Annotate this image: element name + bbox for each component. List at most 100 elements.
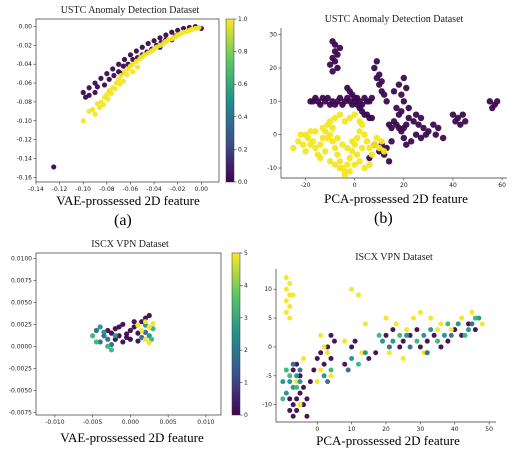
chart-d-point [435, 338, 441, 344]
chart-a-point [104, 91, 110, 97]
chart-b-point [376, 71, 383, 78]
chart-d-xtick-label: 30 [417, 426, 425, 433]
chart-b-point [324, 94, 331, 102]
chart-d-point [455, 321, 461, 327]
chart-b-point [317, 141, 324, 148]
chart-b-point [294, 138, 302, 145]
chart-c-point [142, 319, 149, 325]
chart-d-ytick-label: 10 [264, 286, 272, 293]
chart-c-point [97, 324, 103, 330]
chart-c-point [93, 339, 100, 345]
chart-d-point [356, 361, 361, 367]
chart-c-point [127, 327, 133, 334]
chart-b-point [403, 141, 410, 148]
chart-d-point [290, 292, 296, 298]
chart-a-point [180, 25, 187, 32]
chart-d-point [311, 367, 317, 373]
chart-a-xtick-label: -0.02 [170, 186, 186, 193]
chart-d-point [397, 332, 403, 338]
chart-d-xlabel: PCA-prossessed 2D feature [316, 433, 460, 448]
chart-c-xtick-label: 0.000 [122, 419, 139, 426]
chart-a-point [94, 84, 100, 90]
chart-a-point [133, 48, 139, 54]
chart-d-point [445, 321, 451, 327]
chart-b-point [329, 138, 336, 145]
chart-c-point [142, 336, 149, 342]
chart-d-point [404, 327, 410, 333]
chart-b-point [435, 124, 442, 132]
chart-a-ytick-label: -0.08 [16, 99, 32, 106]
chart-a-ytick-label: 0.00 [19, 24, 33, 31]
chart-c-point [120, 339, 126, 345]
chart-b-ytick-label: 20 [269, 65, 277, 72]
chart-d-point [290, 384, 296, 390]
colorbar-tick-label: 0.6 [238, 81, 248, 88]
chart-b-point [400, 134, 408, 142]
chart-d-point [421, 332, 427, 338]
chart-b-point [432, 131, 439, 138]
chart-c-point [139, 319, 145, 325]
chart-d-point [380, 338, 386, 344]
chart-b-point [439, 134, 447, 142]
chart-d-point [441, 332, 447, 338]
chart-b-point [378, 78, 385, 85]
chart-c-ytick-label: 0.0075 [11, 277, 32, 284]
chart-b-point [493, 98, 501, 105]
chart-b-point [302, 131, 309, 138]
chart-d-point [428, 327, 434, 333]
chart-b-point [385, 158, 393, 165]
chart-b-point [329, 124, 336, 132]
chart-d-point [301, 384, 306, 390]
chart-d-point [362, 350, 368, 356]
chart-d-point [325, 379, 331, 385]
chart-a-xtick-label: -0.04 [146, 186, 162, 193]
chart-b-point [326, 158, 334, 165]
chart-d-point [462, 332, 468, 338]
chart-b-point [368, 114, 376, 122]
chart-a-point [169, 29, 175, 35]
colorbar-c [231, 252, 241, 416]
chart-b-xtick-label: 20 [400, 182, 408, 189]
chart-a-point [117, 81, 123, 87]
chart-d-point [393, 321, 399, 327]
chart-d-xtick-label: 0 [315, 426, 319, 433]
chart-a-ytick-label: -0.10 [16, 118, 32, 125]
chart-b-point [329, 54, 336, 62]
chart-c-xtick-label: 0.005 [160, 419, 177, 426]
chart-d-point [407, 332, 413, 338]
chart-b-point [356, 118, 363, 125]
chart-b-point [307, 128, 314, 135]
chart-b-point [317, 101, 324, 108]
chart-b-point [351, 94, 358, 102]
chart-d-point [328, 332, 334, 338]
chart-b-point [373, 134, 381, 142]
chart-b-xlabel: PCA-prossessed 2D feature [324, 191, 468, 206]
chart-b-point [297, 131, 304, 138]
chart-d-point [321, 361, 327, 367]
chart-b-point [344, 161, 351, 168]
chart-c-xlabel: VAE-prossessed 2D feature [60, 430, 204, 445]
chart-d-point [373, 350, 379, 356]
chart-b-point [403, 121, 410, 128]
chart-b-point [366, 144, 373, 152]
chart-d-point [417, 344, 423, 350]
chart-d-point [383, 332, 389, 338]
chart-b-point [380, 148, 388, 155]
chart-b-point [395, 81, 403, 88]
chart-b-point [457, 121, 464, 128]
chart-d-point [294, 373, 300, 379]
chart-b-point [400, 74, 408, 82]
chart-a-point [101, 82, 108, 88]
chart-b-point [334, 134, 341, 142]
chart-b-xtick-label: 40 [449, 182, 457, 189]
chart-a-point [100, 102, 106, 108]
chart-d-point [472, 327, 478, 333]
colorbar-tick-label: 2 [244, 347, 248, 354]
chart-d-point [301, 355, 306, 361]
chart-a-point [112, 86, 118, 92]
chart-a-ytick-label: -0.16 [16, 174, 32, 181]
chart-a-xtick-label: -0.10 [75, 186, 91, 193]
colorbar-tick-label: 0.0 [238, 179, 248, 186]
chart-c-point [112, 333, 118, 339]
